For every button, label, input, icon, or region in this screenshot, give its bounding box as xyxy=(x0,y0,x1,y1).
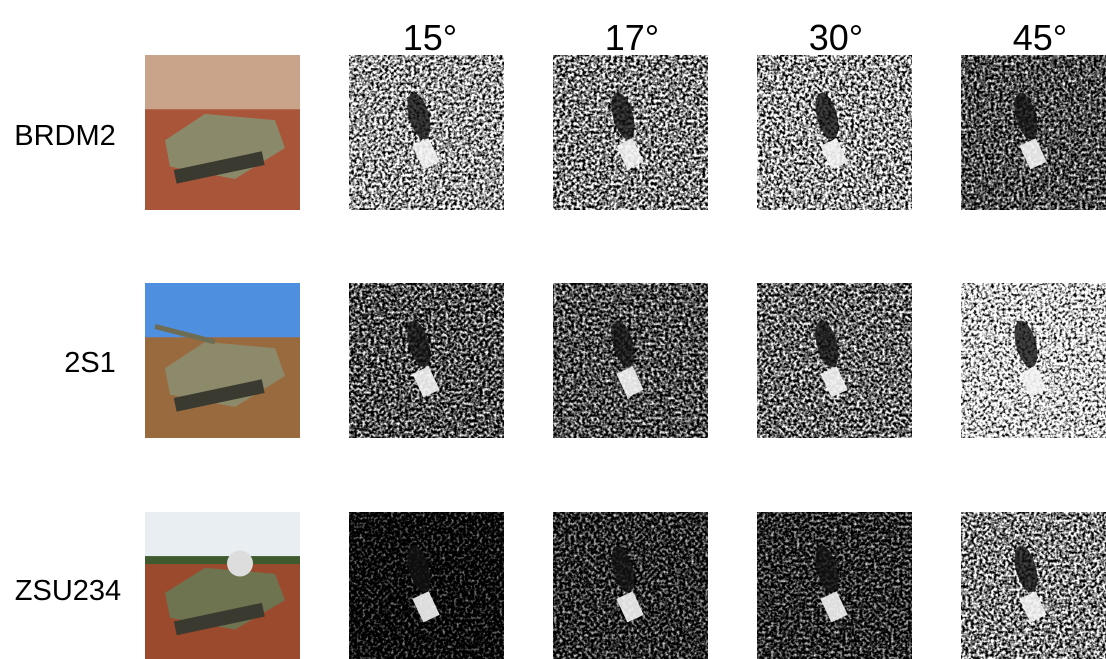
vehicle-photo xyxy=(145,283,300,438)
sar-chip xyxy=(961,55,1106,210)
sar-chip xyxy=(961,512,1106,659)
sar-chip xyxy=(757,283,912,438)
column-header: 30° xyxy=(809,17,863,58)
sar-chip xyxy=(349,283,504,438)
vehicle-photo xyxy=(145,55,300,210)
sar-chip xyxy=(553,55,708,210)
sar-chip xyxy=(553,283,708,438)
column-header: 17° xyxy=(605,17,659,58)
row-label: 2S1 xyxy=(64,347,116,379)
row-label: ZSU234 xyxy=(15,575,121,607)
sar-chip xyxy=(349,512,504,659)
vehicle-photo xyxy=(145,512,300,659)
sar-chip xyxy=(757,55,912,210)
column-header: 15° xyxy=(403,17,457,58)
row-label: BRDM2 xyxy=(14,120,116,152)
column-header: 45° xyxy=(1013,17,1067,58)
sar-chip xyxy=(757,512,912,659)
sar-chip xyxy=(553,512,708,659)
sar-chip xyxy=(961,283,1106,438)
sar-chip xyxy=(349,55,504,210)
